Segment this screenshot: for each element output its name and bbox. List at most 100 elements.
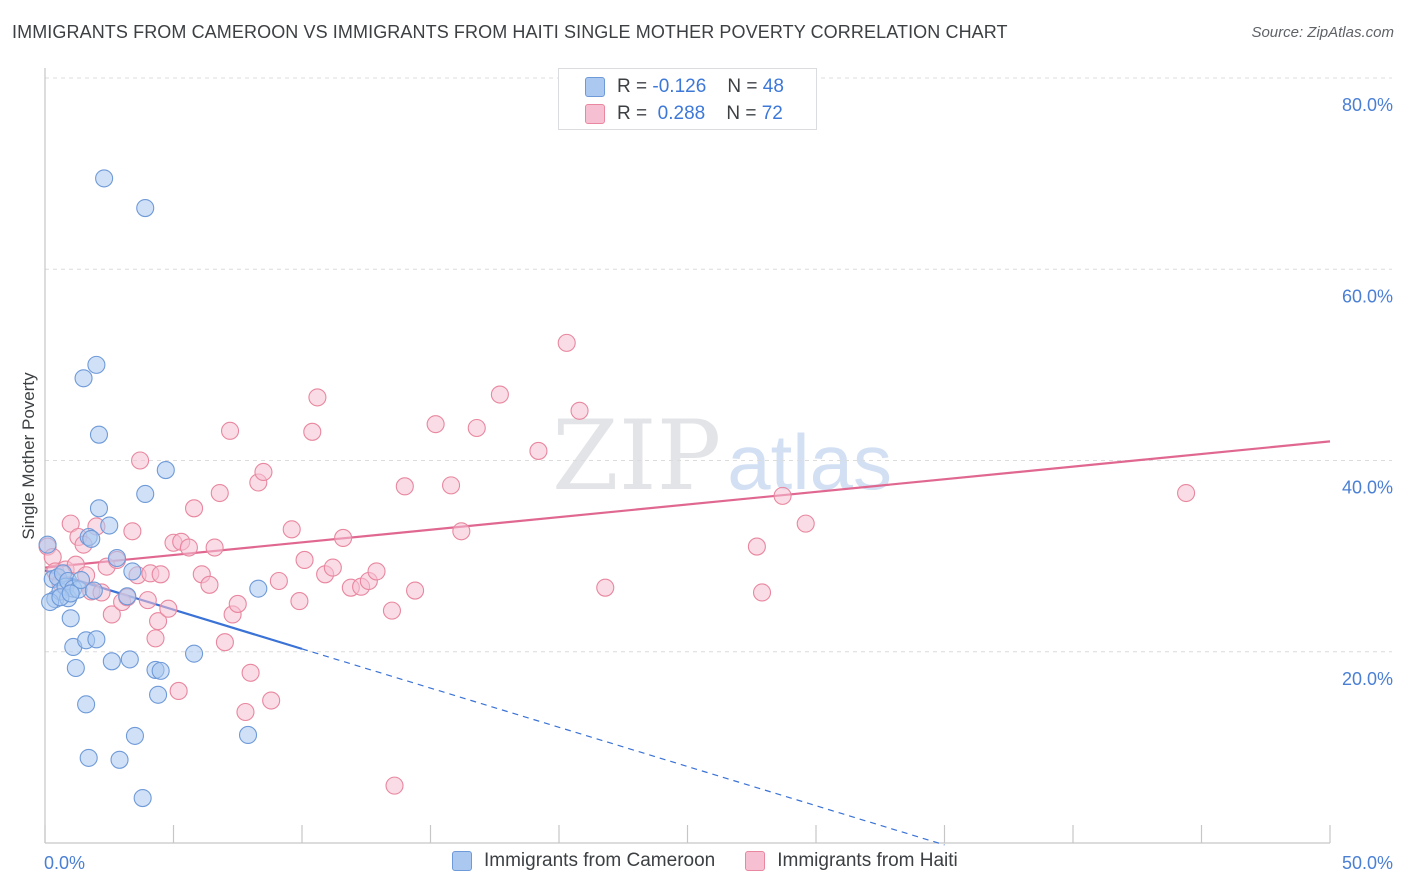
haiti-point <box>303 422 322 441</box>
source-credit: Source: ZipAtlas.com <box>1251 24 1394 41</box>
cameroon-point <box>89 425 109 444</box>
haiti-point <box>205 538 224 557</box>
haiti-point <box>406 581 425 600</box>
haiti-swatch <box>585 104 605 124</box>
haiti-point <box>210 483 229 503</box>
haiti-point <box>426 415 445 434</box>
haiti-point <box>334 528 353 548</box>
haiti-point <box>215 633 234 652</box>
haiti-legend-swatch <box>745 851 766 871</box>
grid-lines <box>45 77 1392 653</box>
legend-item-haiti: Immigrants from Haiti <box>745 850 958 872</box>
haiti-point <box>290 592 309 611</box>
haiti-point <box>149 612 168 631</box>
haiti-point <box>131 451 150 470</box>
haiti-point <box>185 499 204 518</box>
haiti-point <box>61 514 80 533</box>
haiti-point <box>596 578 615 597</box>
legend-r-label: R = <box>617 76 648 97</box>
haiti-point <box>467 418 486 438</box>
cameroon-point <box>133 789 152 808</box>
haiti-point <box>323 558 342 577</box>
haiti-point <box>179 538 198 557</box>
haiti-point <box>123 522 142 541</box>
cameroon-point <box>110 750 129 769</box>
cameroon-point <box>74 369 93 388</box>
legend-n-label: N = <box>726 103 757 124</box>
haiti-point <box>490 385 509 404</box>
cameroon-point <box>118 587 137 606</box>
haiti-point <box>102 605 121 624</box>
haiti-point <box>747 537 766 556</box>
haiti-point <box>382 601 402 620</box>
cameroon-swatch <box>585 77 605 97</box>
chart-title: IMMIGRANTS FROM CAMEROON VS IMMIGRANTS F… <box>12 22 1008 42</box>
cameroon-legend-swatch <box>452 851 472 871</box>
haiti-trend-line <box>44 440 1331 569</box>
cameroon-point <box>61 584 80 603</box>
cameroon-point <box>87 630 106 649</box>
haiti-point <box>752 583 772 602</box>
cameroon-point <box>125 726 144 745</box>
cameroon-point <box>100 516 119 535</box>
cameroon-point <box>107 548 127 568</box>
haiti-point <box>452 522 471 541</box>
cameroon-point <box>89 499 109 518</box>
x-tick-label-max: 50.0% <box>1342 853 1393 873</box>
cameroon-point <box>136 484 155 504</box>
haiti-point <box>241 663 260 682</box>
cameroon-point <box>95 169 114 188</box>
cameroon-point <box>61 609 80 628</box>
cameroon-point <box>79 748 98 767</box>
haiti-point <box>159 599 178 618</box>
haiti-points <box>38 333 1196 795</box>
cameroon-point <box>84 581 103 600</box>
haiti-point <box>220 421 240 440</box>
cameroon-trend-extension <box>301 648 945 846</box>
cameroon-legend-label: Immigrants from Cameroon <box>484 850 716 871</box>
haiti-point <box>395 477 414 496</box>
legend-n-label: N = <box>727 76 758 97</box>
cameroon-point <box>185 644 204 663</box>
haiti-point <box>151 565 170 584</box>
haiti-legend-label: Immigrants from Haiti <box>777 850 958 871</box>
haiti-point <box>796 514 815 533</box>
cameroon-point <box>149 685 168 704</box>
haiti-point <box>138 591 157 610</box>
cameroon-point <box>77 695 96 714</box>
haiti-point <box>1177 483 1196 503</box>
cameroon-point <box>38 535 57 554</box>
legend-n-value: 72 <box>761 103 783 124</box>
y-tick-label: 80.0% <box>1342 95 1393 115</box>
axis-labels: 20.0% 40.0% 60.0% 80.0% 0.0% 50.0% Single Moth… <box>19 95 1393 873</box>
cameroon-point <box>123 562 142 581</box>
x-tick-label-min: 0.0% <box>44 853 85 873</box>
y-tick-label: 60.0% <box>1342 286 1393 306</box>
trend-lines <box>44 440 1331 846</box>
haiti-point <box>529 441 548 460</box>
haiti-point <box>269 571 288 591</box>
legend-row-cameroon: R = -0.126 N = 48 <box>585 75 784 99</box>
haiti-point <box>295 550 314 570</box>
haiti-point <box>442 476 461 495</box>
cameroon-point <box>151 661 170 680</box>
legend-r-label: R = <box>617 103 648 124</box>
haiti-point <box>773 486 792 505</box>
cameroon-point <box>87 355 106 374</box>
haiti-point <box>254 462 273 482</box>
cameroon-point <box>238 725 258 744</box>
cameroon-point <box>249 579 268 598</box>
haiti-point <box>570 401 589 420</box>
haiti-point <box>228 594 247 613</box>
haiti-point <box>385 776 404 795</box>
legend-item-cameroon: Immigrants from Cameroon <box>452 850 715 872</box>
y-axis-title: Single Mother Poverty <box>19 372 38 540</box>
cameroon-points <box>38 169 268 808</box>
series-legend: Immigrants from Cameroon Immigrants from… <box>452 850 988 872</box>
cameroon-point <box>82 529 101 548</box>
cameroon-point <box>102 652 121 671</box>
haiti-point <box>200 575 219 594</box>
cameroon-point <box>71 570 91 590</box>
y-tick-label: 20.0% <box>1342 669 1393 689</box>
